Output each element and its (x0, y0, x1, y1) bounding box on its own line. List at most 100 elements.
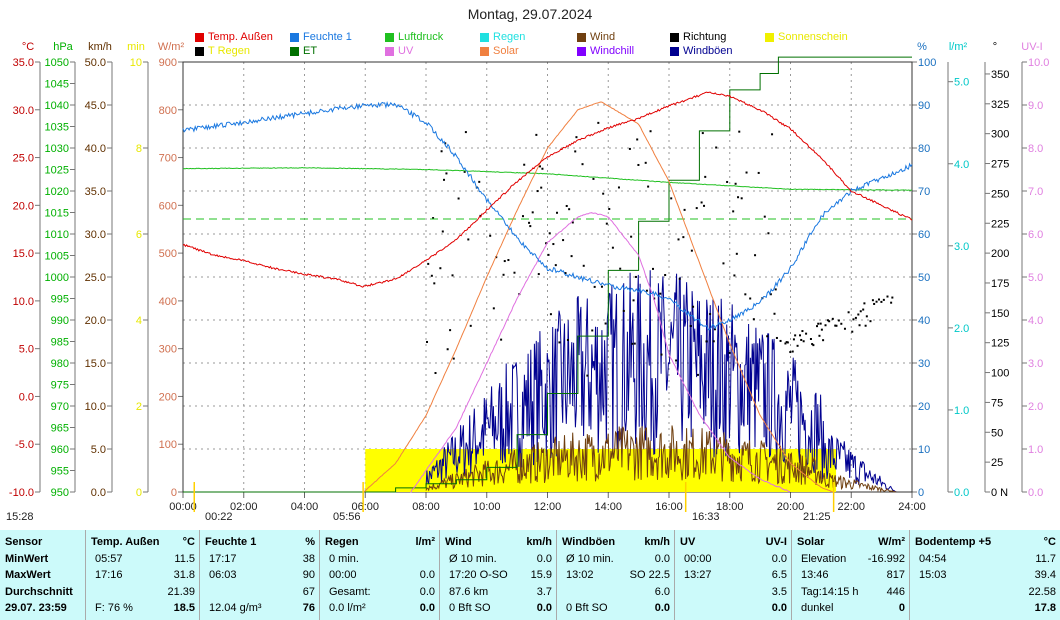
direction-point (701, 132, 704, 135)
direction-point (779, 339, 782, 342)
direction-point (873, 302, 876, 305)
gust-series (425, 270, 897, 493)
direction-point (738, 130, 741, 133)
direction-point (800, 338, 803, 341)
direction-point (858, 324, 861, 327)
axis-tick-label: 0 N (991, 487, 1008, 499)
axis-tick-label: 5.0 (1028, 272, 1043, 284)
direction-point (645, 289, 648, 292)
table-cell: 00:00 (684, 552, 712, 565)
marker-label: 00:22 (205, 511, 233, 523)
direction-point (700, 201, 703, 204)
direction-point (740, 197, 743, 200)
table-header: Regen l/m² (325, 534, 435, 551)
axis-tick-label: 1010 (45, 229, 69, 241)
direction-point (819, 322, 822, 325)
table-row: 17:20 O-SO 15.9 (445, 567, 552, 584)
legend-label: T Regen (208, 45, 250, 57)
direction-point (664, 273, 667, 276)
table-row: 05:57 11.5 (91, 551, 195, 568)
table-cell (562, 584, 566, 601)
table-cell: W/m² (878, 536, 905, 548)
marker-label: 15:28 (6, 511, 34, 523)
direction-point (745, 171, 748, 174)
axis-tick-label: 0.0 (954, 487, 969, 499)
direction-point (591, 329, 594, 332)
axis-tick-label: 100 (918, 57, 936, 69)
table-row: 17.8 (915, 600, 1056, 617)
direction-point (820, 328, 823, 331)
wind-series (425, 425, 897, 494)
direction-point (774, 288, 777, 291)
direction-point (469, 324, 472, 327)
axis-tick-label: 1025 (45, 165, 69, 177)
axis-tick-label: 150 (991, 308, 1009, 320)
x-tick-label: 20:00 (777, 501, 805, 513)
table-row: 3.5 (680, 584, 787, 601)
direction-point (786, 341, 789, 344)
table-cell: 29.07. 23:59 (5, 602, 67, 614)
axis-tick-label: 1.0 (1028, 444, 1043, 456)
table-cell: Sensor (5, 536, 43, 548)
axis-tick-label: 8.0 (1028, 143, 1043, 155)
table-cell: Feuchte 1 (205, 536, 257, 548)
direction-point (492, 307, 495, 310)
direction-point (441, 230, 444, 233)
direction-point (633, 342, 636, 345)
direction-point (794, 334, 797, 337)
direction-point (822, 339, 825, 342)
table-cell (915, 600, 919, 617)
table-cell: 3.5 (771, 585, 787, 598)
axis-tick-label: 2 (136, 401, 142, 413)
direction-point (877, 298, 880, 301)
direction-point (570, 255, 573, 258)
axis-unit: ° (993, 41, 997, 53)
direction-point (434, 372, 437, 375)
axis-tick-label: 965 (51, 423, 69, 435)
axis-tick-label: 125 (991, 338, 1009, 350)
table-cell: -16.992 (867, 552, 905, 565)
axis-tick-label: 6.0 (1028, 229, 1043, 241)
direction-point (443, 178, 446, 181)
direction-point (875, 300, 878, 303)
legend-label: Regen (493, 31, 526, 43)
table-cell: 05:57 (95, 552, 123, 565)
direction-point (864, 324, 867, 327)
direction-point (597, 121, 600, 124)
direction-point (713, 328, 716, 331)
legend-item: Wind (577, 31, 615, 43)
table-column: Windböen km/h Ø 10 min. 0.0 13:02 SO 22.5 6.0 0… (557, 530, 675, 620)
legend-item: Feuchte 1 (290, 31, 352, 43)
x-tick-label: 00:00 (169, 501, 197, 513)
pressure-series (182, 166, 913, 191)
direction-point (568, 208, 571, 211)
table-column: Feuchte 1% 17:17 38 06:03 90 67 12.04 g/m³ 76 (200, 530, 320, 620)
direction-point (622, 309, 625, 312)
legend-swatch (385, 46, 394, 56)
axis-tick-label: 40.0 (85, 143, 106, 155)
table-cell: Regen (325, 536, 359, 548)
direction-point (552, 243, 555, 246)
axis-tick-label: 200 (991, 248, 1009, 260)
direction-point (796, 344, 799, 347)
axis-tick-label: 4.0 (954, 159, 969, 171)
table-cell: 11.7 (1035, 552, 1056, 565)
axis-tick-label: 175 (991, 278, 1009, 290)
legend-item: Windböen (670, 45, 733, 57)
direction-point (757, 171, 760, 174)
direction-point (502, 273, 505, 276)
direction-point (744, 293, 747, 296)
direction-point (660, 353, 663, 356)
legend-item: Richtung (670, 31, 726, 43)
axis-tick-label: 20.0 (13, 200, 34, 212)
table-cell: 15:03 (919, 569, 947, 581)
direction-point (433, 282, 436, 285)
direction-point (818, 334, 821, 337)
axis-tick-label: 7.0 (1028, 186, 1043, 198)
direction-point (479, 214, 482, 217)
table-cell: 21.39 (167, 585, 195, 598)
direction-point (705, 340, 708, 343)
direction-point (489, 234, 492, 237)
table-cell: 0 Bft SO (566, 602, 608, 614)
axis-tick-label: -10.0 (9, 487, 34, 499)
